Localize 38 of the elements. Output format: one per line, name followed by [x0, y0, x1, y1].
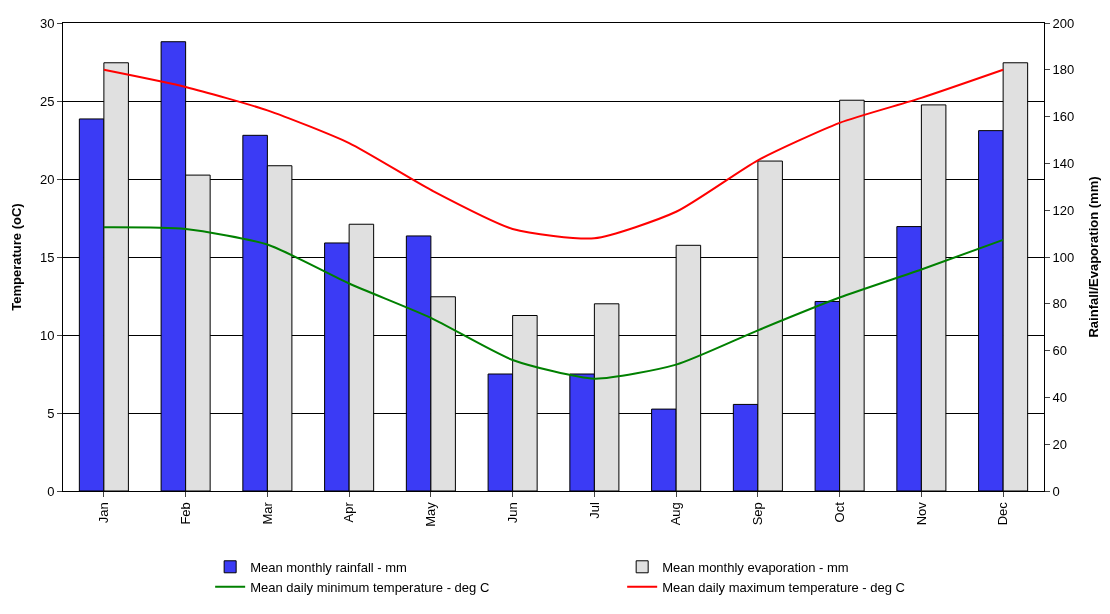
- x-tick-label: Dec: [995, 501, 1011, 526]
- y2-tick-label: 60: [1052, 343, 1068, 359]
- x-tick-label: Jul: [586, 502, 602, 519]
- x-tick-label: Sep: [750, 502, 766, 526]
- y2-tick-label: 20: [1052, 436, 1068, 452]
- x-tick-label: Feb: [177, 502, 193, 525]
- y-tick-label: 0: [47, 483, 55, 499]
- x-tick-label: May: [423, 501, 439, 527]
- y-axis-title: Temperature (oC): [8, 203, 24, 311]
- y-tick-label: 5: [47, 405, 55, 421]
- y-tick-label: 10: [39, 327, 55, 343]
- y2-tick-label: 80: [1052, 296, 1068, 312]
- legend-label: Mean monthly evaporation - mm: [662, 559, 849, 575]
- y2-tick-label: 40: [1052, 389, 1068, 405]
- y2-tick-label: 200: [1052, 15, 1075, 31]
- line-series: [102, 226, 1005, 380]
- legend-label: Mean daily maximum temperature - deg C: [662, 579, 905, 595]
- legend-label: Mean daily minimum temperature - deg C: [250, 579, 490, 595]
- x-tick-label: Nov: [913, 501, 929, 526]
- y2-tick-label: 140: [1052, 155, 1075, 171]
- line-series: [102, 68, 1005, 240]
- y2-tick-label: 120: [1052, 202, 1075, 218]
- y2-tick-label: 0: [1052, 483, 1060, 499]
- y2-axis-title: Rainfall/Evaporation (mm): [1085, 176, 1101, 338]
- y-tick-label: 25: [39, 93, 55, 109]
- x-tick-label: Jan: [96, 502, 112, 524]
- x-tick-label: Aug: [668, 502, 684, 526]
- y-tick-label: 30: [39, 15, 55, 31]
- y-tick-label: 20: [39, 171, 55, 187]
- x-tick-label: Jun: [504, 502, 520, 524]
- y-tick-label: 15: [39, 249, 55, 265]
- y2-tick-label: 180: [1052, 62, 1075, 78]
- x-tick-label: Mar: [259, 501, 275, 525]
- legend-label: Mean monthly rainfall - mm: [250, 559, 407, 575]
- y2-tick-label: 100: [1052, 249, 1075, 265]
- x-tick-label: Apr: [341, 501, 357, 523]
- x-tick-label: Oct: [831, 501, 847, 523]
- y2-tick-label: 160: [1052, 109, 1075, 125]
